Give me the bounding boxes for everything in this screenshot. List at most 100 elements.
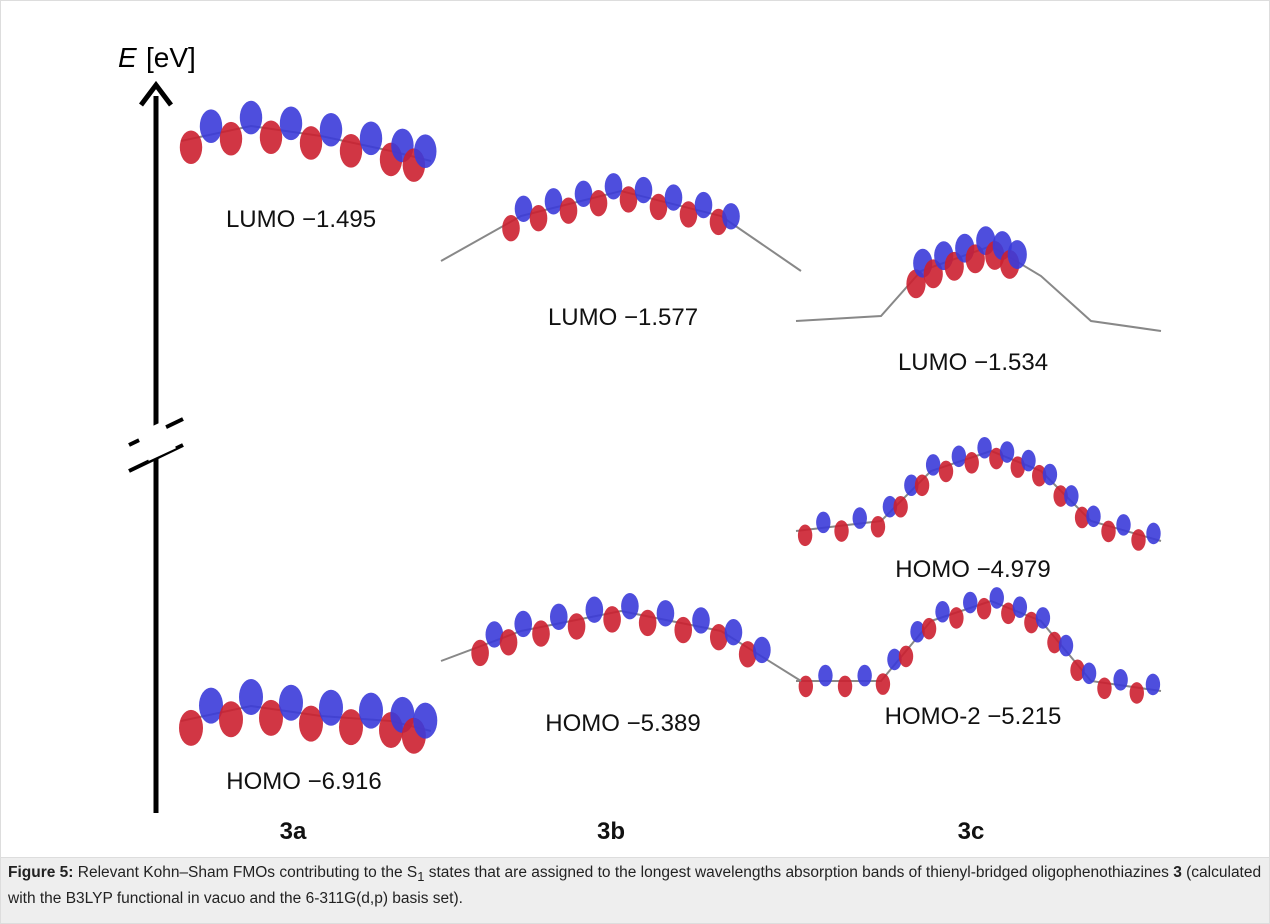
- molecules: [179, 100, 1162, 754]
- orbital-lobe: [875, 673, 891, 695]
- orbital-lobe: [674, 616, 693, 644]
- orbital-lobe: [656, 600, 675, 627]
- orbital-lobe: [816, 511, 831, 534]
- orbital-lobe: [514, 610, 533, 638]
- orbital-lobe: [529, 205, 548, 232]
- orbital-lobe: [951, 445, 967, 468]
- orbital-lobe: [619, 186, 638, 213]
- orbital-lobe: [339, 134, 363, 168]
- compound-label: 3a: [280, 818, 307, 845]
- orbital-lobe: [279, 684, 303, 721]
- orbital-lobe: [837, 675, 853, 698]
- orbital-lobe: [1129, 682, 1144, 704]
- orbital-lobe: [604, 173, 623, 200]
- orbital-lobe: [904, 474, 919, 497]
- orbital-lobe: [921, 617, 937, 640]
- orbital-lobe: [499, 629, 518, 656]
- orbital-lobe: [339, 709, 363, 746]
- orbital-lobe: [1058, 634, 1074, 657]
- orbital-lobe: [1042, 463, 1058, 486]
- figure: E [eV] LUMO −1.495 LUMO −1.577 LUMO −1.5…: [0, 0, 1270, 858]
- orbital-label: HOMO −5.389: [545, 710, 700, 737]
- orbital-lobe: [976, 597, 992, 620]
- caption-text: states that are assigned to the longest …: [424, 864, 1174, 881]
- orbital-lobe: [259, 120, 283, 155]
- caption: Figure 5: Relevant Kohn–Sham FMOs contri…: [0, 857, 1270, 924]
- orbital-lobe: [485, 621, 504, 648]
- orbital-lobe: [679, 201, 698, 228]
- orbital-lobe: [359, 121, 383, 156]
- orbital-lobe: [935, 600, 950, 623]
- orbital-lobe: [502, 215, 520, 242]
- orbital-lobe: [834, 520, 849, 542]
- orbital-lobe: [239, 100, 263, 135]
- orbital-lobe: [977, 436, 992, 459]
- caption-compound: 3: [1173, 864, 1182, 881]
- orbital-lobe: [1001, 602, 1016, 625]
- orbital-label: LUMO −1.534: [898, 349, 1048, 376]
- orbital-lobe: [818, 664, 833, 687]
- orbital-lobe: [259, 699, 283, 736]
- orbital-lobe: [585, 596, 604, 623]
- orbital-lobe: [1131, 529, 1146, 551]
- orbital-lobe: [738, 641, 757, 668]
- orbital-label: LUMO −1.577: [548, 304, 698, 331]
- orbital-lobe: [753, 636, 771, 664]
- orbital-lobe: [219, 121, 243, 156]
- orbital-lobe: [638, 609, 657, 637]
- axis-unit: [eV]: [146, 42, 196, 73]
- orbital-lobe: [1007, 240, 1027, 269]
- orbital-lobe: [964, 452, 979, 474]
- orbital-lobe: [910, 620, 925, 643]
- orbital-lobe: [1024, 611, 1039, 634]
- compound-label: 3c: [958, 818, 985, 845]
- orbital-lobe: [239, 679, 263, 715]
- orbital-lobe: [938, 460, 954, 483]
- orbital-lobe: [319, 112, 343, 147]
- orbital-lobe: [1101, 520, 1116, 543]
- orbital-lobe: [798, 675, 814, 698]
- orbital-lobe: [709, 623, 728, 651]
- orbital-lobe: [649, 193, 668, 221]
- orbital-lobe: [567, 613, 586, 640]
- orbital-lobe: [199, 109, 223, 143]
- orbital-lobe: [1146, 522, 1161, 545]
- orbital-lobe: [544, 188, 563, 215]
- orbital-lobe: [532, 620, 550, 647]
- orbital-lobe: [1070, 659, 1085, 682]
- orbital-lobe: [1086, 505, 1101, 528]
- orbital-lobe: [664, 184, 683, 211]
- orbital-lobe: [999, 441, 1015, 463]
- orbital-lobe: [299, 705, 323, 742]
- orbital-lobe: [1064, 485, 1079, 507]
- orbital-lobe: [898, 645, 914, 668]
- orbital-lobe: [914, 474, 930, 497]
- orbital-lobe: [179, 709, 203, 746]
- orbital-lobe: [179, 130, 203, 165]
- orbital-lobe: [1012, 596, 1028, 618]
- orbital-lobe: [1053, 485, 1068, 507]
- orbital-lobe: [414, 134, 437, 168]
- orbital-lobe: [870, 515, 886, 538]
- orbital-lobe: [724, 618, 743, 646]
- orbital-lobe: [1035, 607, 1051, 629]
- caption-text: Relevant Kohn–Sham FMOs contributing to …: [73, 864, 418, 881]
- orbital-lobe: [319, 689, 343, 726]
- orbital-lobe: [1116, 514, 1131, 536]
- orbital-lobe: [692, 607, 710, 634]
- compound-label: 3b: [597, 818, 625, 845]
- orbital-lobe: [893, 495, 908, 518]
- orbital-lobe: [949, 607, 964, 629]
- orbital-lobe: [603, 606, 621, 633]
- axis-break: [128, 443, 184, 473]
- orbital-label: LUMO −1.495: [226, 206, 376, 233]
- orbital-lobe: [963, 591, 978, 614]
- orbital-lobe: [359, 692, 383, 729]
- orbital-lobe: [549, 603, 568, 631]
- orbital-lobe: [1097, 677, 1112, 700]
- caption-text: (calculated with the B3LYP functional in…: [8, 864, 1262, 908]
- orbital-lobe: [989, 587, 1004, 609]
- orbital-lobe: [852, 507, 867, 529]
- orbital-lobe: [559, 197, 578, 224]
